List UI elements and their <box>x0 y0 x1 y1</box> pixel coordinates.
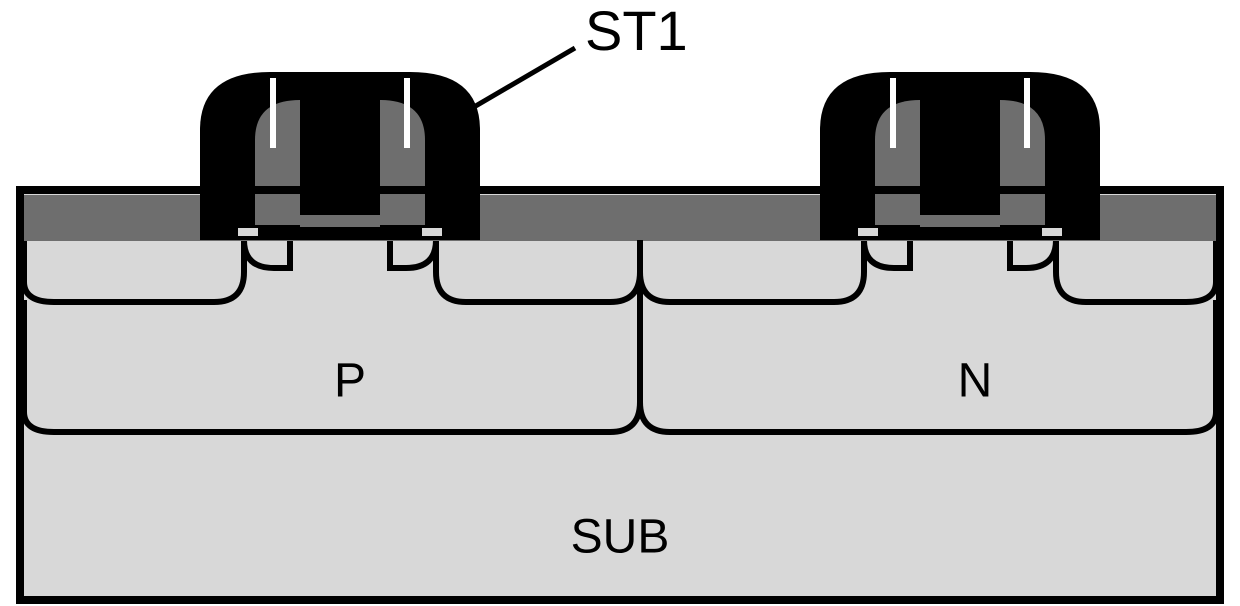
gate-left <box>200 72 480 240</box>
p-well-label: P <box>334 355 366 408</box>
cross-section-diagram: ST1 P N SUB <box>0 0 1240 606</box>
substrate-label: SUB <box>571 511 670 564</box>
n-well-label: N <box>958 355 993 408</box>
gate-right <box>820 72 1100 240</box>
callout-label: ST1 <box>585 0 688 62</box>
